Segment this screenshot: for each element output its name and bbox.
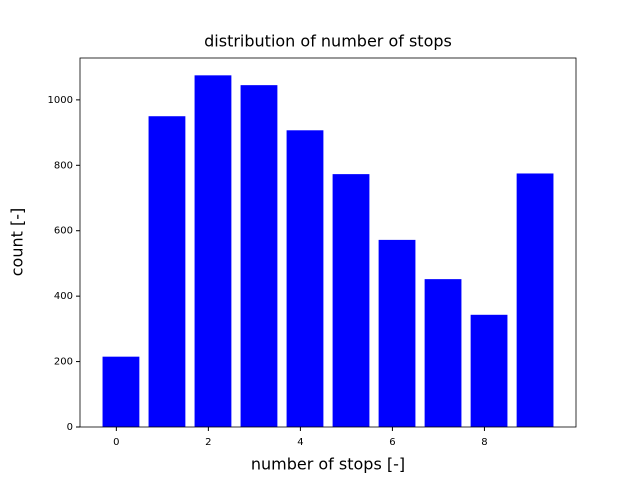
bar: [286, 130, 324, 427]
bar: [102, 356, 140, 427]
bar: [332, 174, 370, 427]
bar: [194, 75, 232, 427]
bar: [240, 85, 278, 427]
plot-frame: [79, 57, 577, 428]
bar: [470, 314, 508, 427]
x-tick-label: 0: [113, 437, 119, 448]
bar: [516, 173, 554, 427]
y-tick-label: 1000: [48, 95, 73, 106]
x-axis-label: number of stops [-]: [251, 455, 405, 474]
x-tick-label: 2: [205, 437, 211, 448]
y-tick-label: 200: [54, 357, 73, 368]
y-tick-label: 800: [54, 160, 73, 171]
y-tick-label: 400: [54, 291, 73, 302]
chart-title: distribution of number of stops: [204, 32, 452, 51]
bar: [148, 116, 186, 427]
y-tick-label: 600: [54, 226, 73, 237]
x-tick-label: 4: [297, 437, 303, 448]
x-tick-label: 6: [389, 437, 395, 448]
x-tick-label: 8: [481, 437, 487, 448]
bar: [378, 239, 416, 427]
bar: [424, 279, 462, 427]
y-tick-label: 0: [67, 422, 73, 433]
y-axis-label: count [-]: [8, 208, 27, 276]
